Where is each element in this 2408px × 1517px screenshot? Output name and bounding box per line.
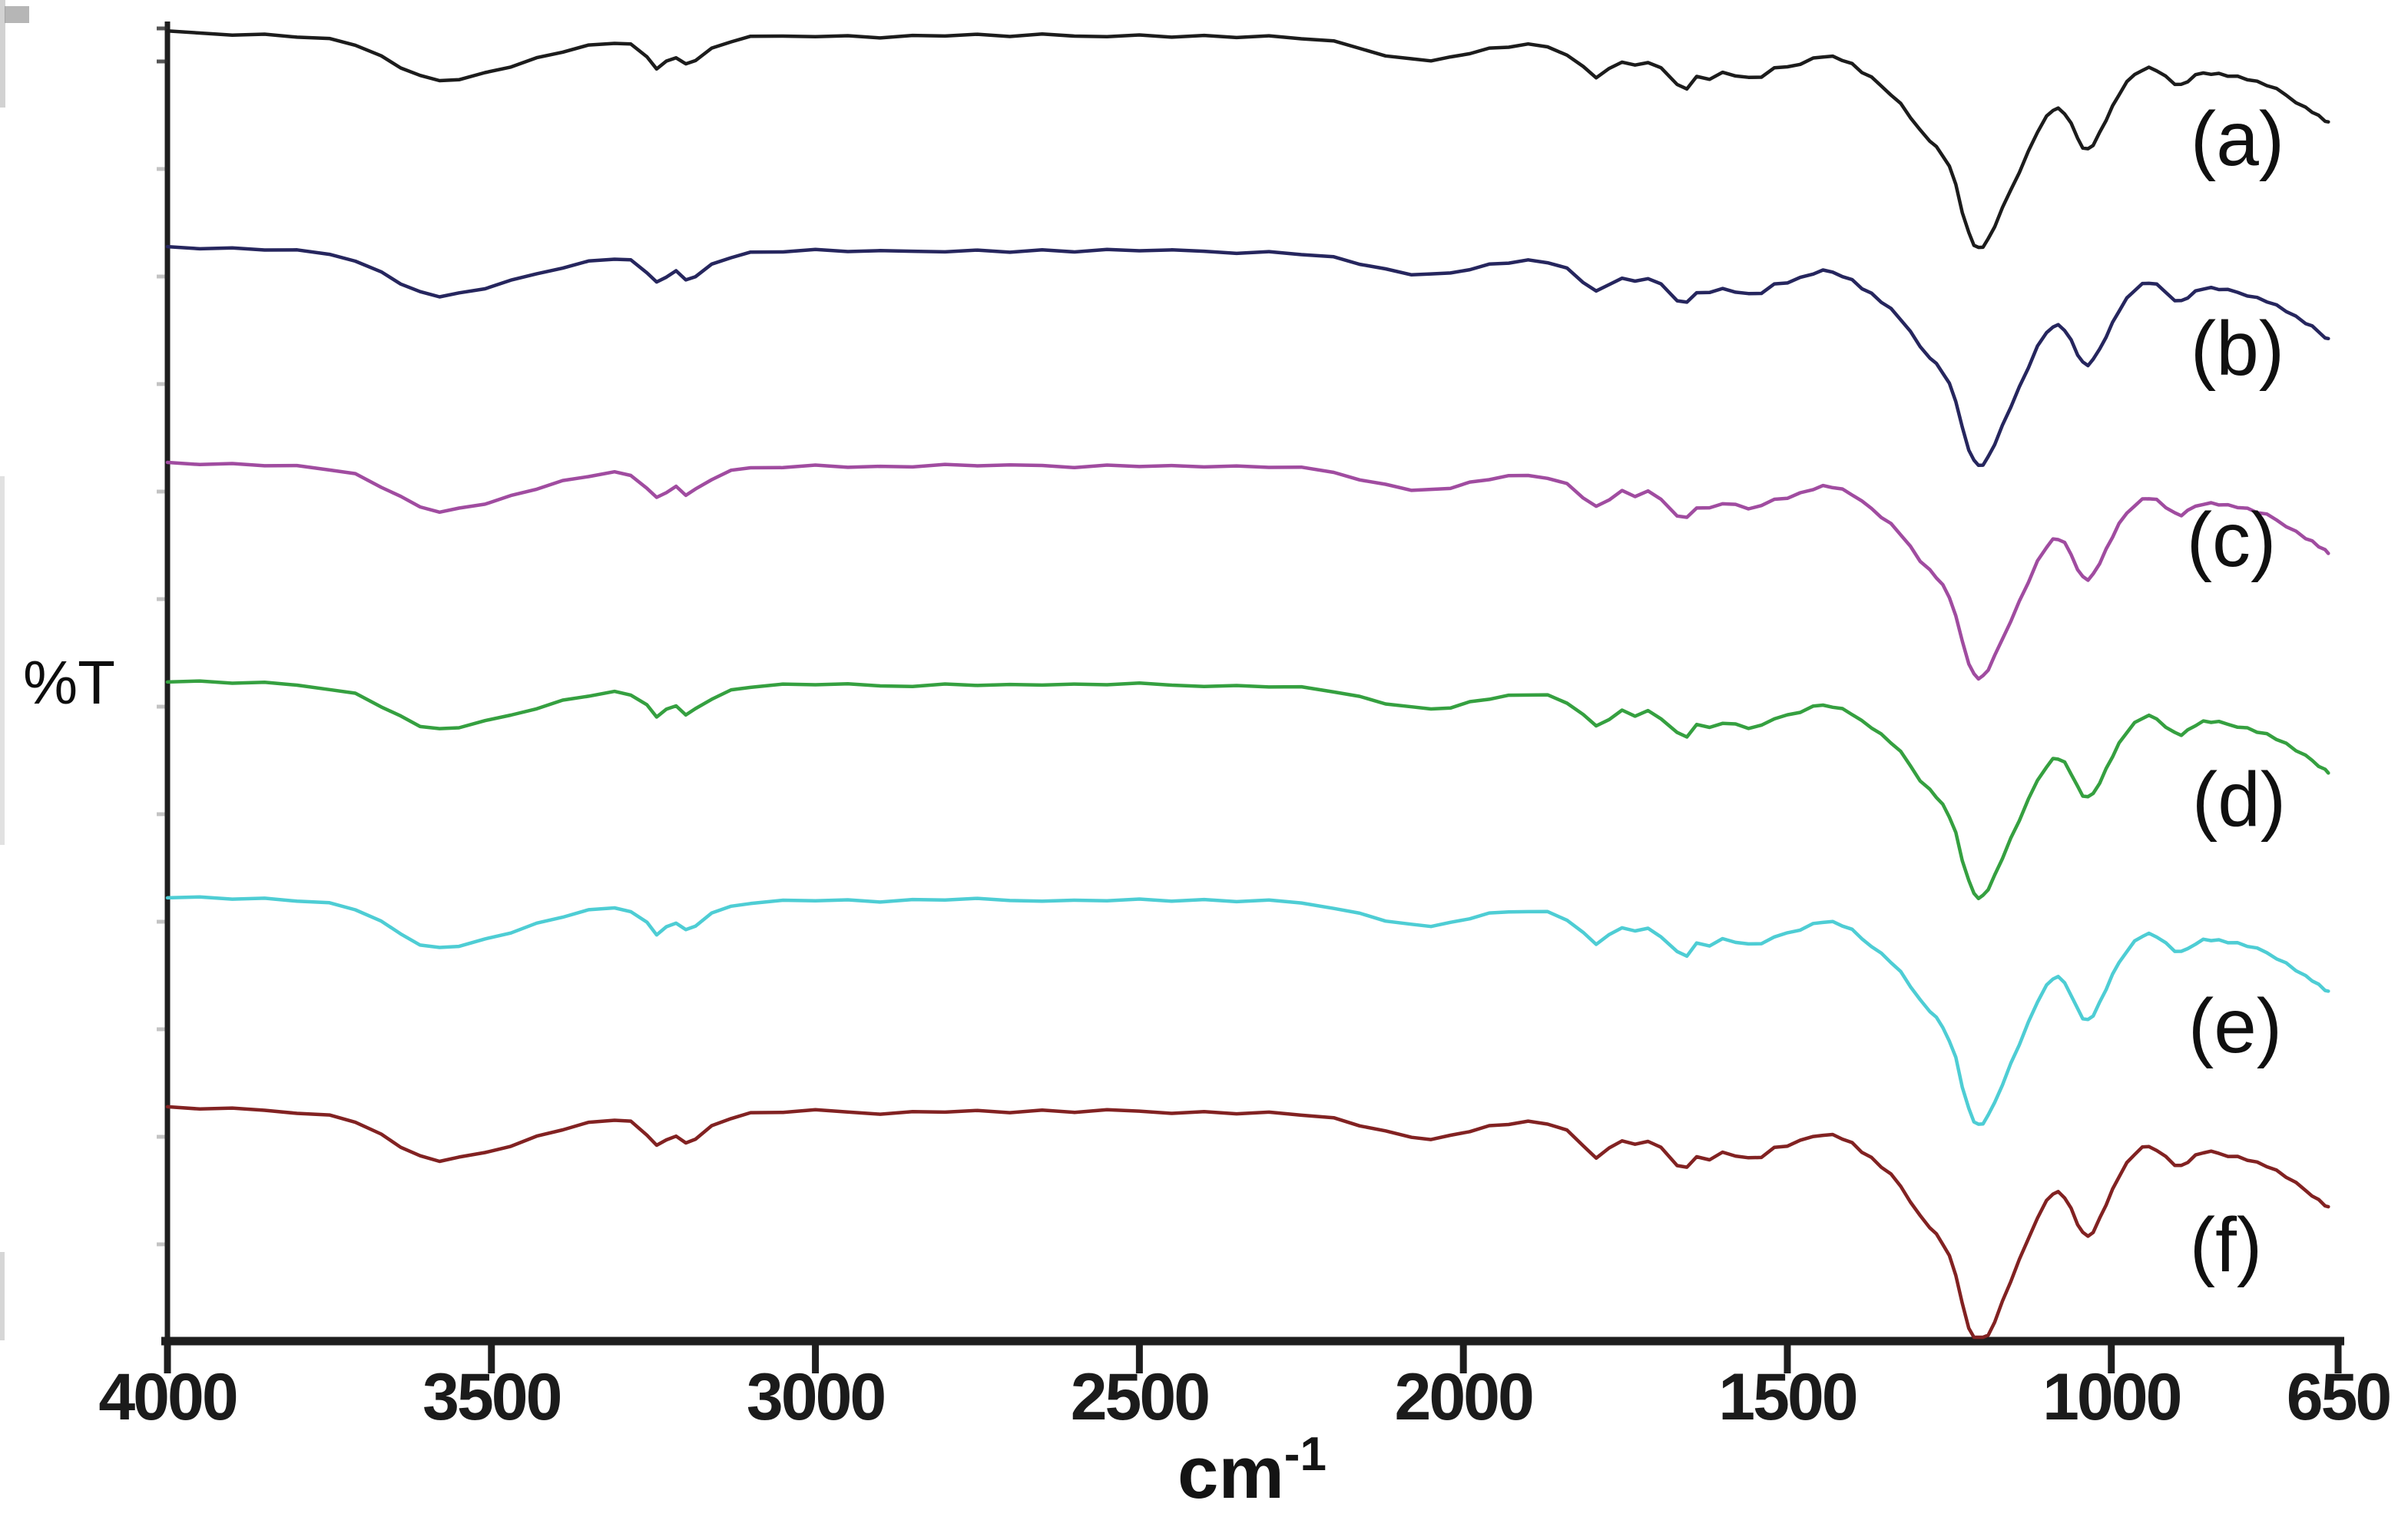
- series-label-b: (b): [2191, 306, 2284, 392]
- spectrum-curve-b: [165, 244, 2330, 468]
- x-tick-label-3000: 3000: [747, 1360, 884, 1434]
- x-tick-label-2000: 2000: [1395, 1360, 1532, 1434]
- spectrum-curve-a: [165, 28, 2330, 250]
- series-label-e: (e): [2188, 983, 2282, 1069]
- x-axis-ticks: [164, 1345, 2342, 1373]
- x-tick-label-1000: 1000: [2042, 1360, 2180, 1434]
- scan-artifact: [0, 0, 5, 108]
- spectrum-curve-f: [165, 1105, 2330, 1340]
- scan-artifact: [0, 476, 5, 845]
- spectrum-curve-c: [165, 460, 2330, 681]
- series-label-d: (d): [2192, 757, 2286, 843]
- x-tick-label-4000: 4000: [98, 1360, 236, 1434]
- spectrum-curve-d: [165, 679, 2330, 901]
- x-tick-label-3500: 3500: [422, 1360, 560, 1434]
- spectrum-curve-e: [165, 895, 2330, 1126]
- series-labels: (a) (b) (c) (d) (e) (f): [2187, 96, 2286, 1288]
- series-label-c: (c): [2187, 497, 2277, 583]
- y-axis-ticks: [157, 26, 167, 1247]
- x-tick-label-650: 650: [2287, 1360, 2390, 1434]
- series-label-f: (f): [2190, 1202, 2262, 1288]
- x-tick-label-1500: 1500: [1718, 1360, 1856, 1434]
- y-axis-label: %T: [23, 648, 115, 717]
- x-axis-label: cm-1: [1178, 1428, 1327, 1514]
- scan-artifact: [5, 6, 29, 23]
- x-tick-label-2500: 2500: [1071, 1360, 1208, 1434]
- series-label-a: (a): [2191, 96, 2284, 182]
- scan-artifact: [0, 1252, 5, 1340]
- x-axis-tick-labels: 4000 3500 3000 2500 2000 1500 1000 650: [98, 1360, 2392, 1434]
- spectra-curves: [165, 28, 2330, 1340]
